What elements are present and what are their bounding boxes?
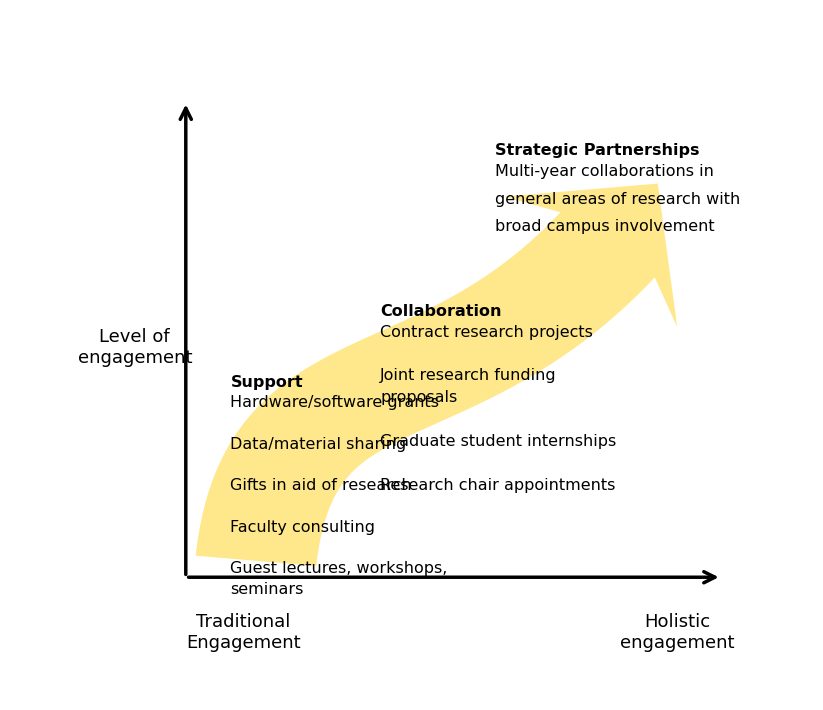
Polygon shape — [196, 184, 677, 566]
Text: Strategic Partnerships: Strategic Partnerships — [495, 143, 700, 158]
Text: Graduate student internships: Graduate student internships — [380, 434, 616, 449]
Text: Joint research funding: Joint research funding — [380, 368, 557, 383]
Text: Support: Support — [230, 375, 303, 390]
Text: Guest lectures, workshops,: Guest lectures, workshops, — [230, 562, 448, 577]
Text: Holistic
engagement: Holistic engagement — [620, 613, 734, 652]
Text: Level of
engagement: Level of engagement — [77, 328, 192, 367]
Text: Hardware/software grants: Hardware/software grants — [230, 395, 439, 410]
Text: Multi-year collaborations in: Multi-year collaborations in — [495, 165, 714, 180]
Text: Research chair appointments: Research chair appointments — [380, 478, 616, 493]
Text: Data/material sharing: Data/material sharing — [230, 437, 407, 452]
Text: general areas of research with: general areas of research with — [495, 192, 741, 207]
Text: Faculty consulting: Faculty consulting — [230, 520, 375, 535]
Text: seminars: seminars — [230, 582, 304, 597]
Text: Contract research projects: Contract research projects — [380, 324, 593, 339]
Text: Traditional
Engagement: Traditional Engagement — [186, 613, 300, 652]
Text: Collaboration: Collaboration — [380, 304, 502, 319]
Text: Gifts in aid of research: Gifts in aid of research — [230, 479, 412, 493]
Text: broad campus involvement: broad campus involvement — [495, 219, 714, 234]
Text: proposals: proposals — [380, 391, 458, 405]
